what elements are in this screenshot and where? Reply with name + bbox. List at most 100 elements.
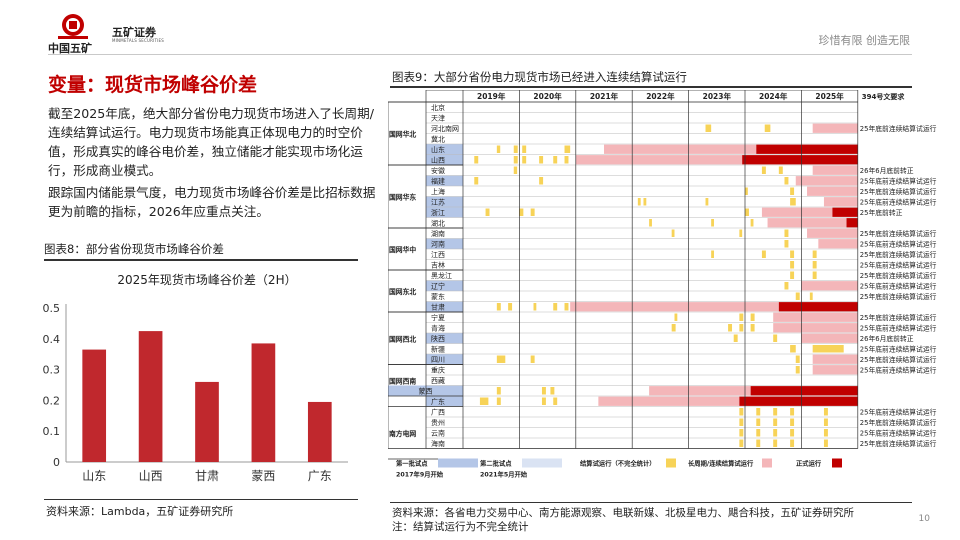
y-tick-label: 0.3 xyxy=(43,364,61,377)
timeline-segment-陕西 xyxy=(801,333,858,343)
timeline-segment-江西 xyxy=(761,250,766,258)
timeline-segment-新疆 xyxy=(790,345,796,353)
row-note: 25年底前连续结算试运行 xyxy=(860,240,937,249)
timeline-segment-四川 xyxy=(530,355,535,363)
legend-sublabel: 2017年9月开始 xyxy=(396,470,444,479)
row-note: 25年底前连续结算试运行 xyxy=(860,418,937,427)
row-note: 25年底前连续结算试运行 xyxy=(860,355,937,364)
timeline-segment-广东 xyxy=(739,396,858,406)
brand-firm-name: 五矿证券 xyxy=(112,26,156,39)
province-label: 青海 xyxy=(431,324,445,333)
timeline-segment-福建 xyxy=(474,177,479,185)
row-note: 25年底前连续结算试运行 xyxy=(860,292,937,301)
timeline-segment-青海 xyxy=(671,324,676,332)
timeline-segment-江苏 xyxy=(705,198,709,206)
timeline-segment-山西 xyxy=(553,156,558,164)
timeline-segment-蒙西 xyxy=(750,386,858,396)
row-highlight xyxy=(426,301,463,312)
timeline-segment-江苏 xyxy=(643,198,647,206)
province-label: 贵州 xyxy=(431,418,445,427)
body-text: 截至2025年底，绝大部分省份电力现货市场进入了长周期/连续结算试运行。电力现货… xyxy=(48,104,378,224)
x-tick-label: 广东 xyxy=(308,469,332,483)
brand-group-name: 中国五矿 xyxy=(48,42,92,55)
province-label: 蒙东 xyxy=(431,292,445,301)
timeline-segment-山西 xyxy=(564,156,569,164)
province-label: 江苏 xyxy=(431,198,445,207)
row-note: 25年底前连续结算试运行 xyxy=(860,429,937,438)
row-highlight xyxy=(426,175,463,186)
timeline-segment-山东 xyxy=(496,145,501,153)
x-tick-label: 蒙西 xyxy=(251,469,275,483)
timeline-segment-云南 xyxy=(773,429,778,437)
province-label: 河北南网 xyxy=(431,124,459,133)
timeline-segment-吉林 xyxy=(812,261,817,269)
province-label: 辽宁 xyxy=(431,282,445,291)
timeline-segment-青海 xyxy=(773,323,858,333)
row-note: 25年底前连续结算试运行 xyxy=(860,198,937,207)
slogan: 珍惜有限 创造无限 xyxy=(818,34,911,47)
timeline-segment-甘肃 xyxy=(508,303,513,311)
timeline-segment-上海 xyxy=(745,187,748,195)
legend-swatch-batch2 xyxy=(522,458,562,468)
timeline-segment-河南 xyxy=(818,239,858,249)
timeline-segment-广东 xyxy=(479,397,489,405)
timeline-segment-海南 xyxy=(756,439,761,447)
timeline-segment-蒙东 xyxy=(809,292,813,300)
legend-swatch-yellow xyxy=(666,458,676,468)
timeline-segment-广东 xyxy=(496,397,501,405)
timeline-segment-贵州 xyxy=(773,418,778,426)
timeline-segment-山西 xyxy=(539,156,544,164)
province-label: 广东 xyxy=(431,397,445,406)
note-right: 注：结算试运行为不完全统计 xyxy=(392,521,529,533)
timeline-segment-贵州 xyxy=(756,418,761,426)
timeline-segment-山西 xyxy=(474,156,479,164)
row-highlight xyxy=(426,238,463,249)
timeline-segment-广东 xyxy=(553,397,558,405)
timeline-segment-山东 xyxy=(564,145,571,153)
row-note: 26年6月底前转正 xyxy=(860,334,914,343)
group-label: 国网西北 xyxy=(389,334,416,343)
timeline-segment-宁夏 xyxy=(739,313,744,321)
province-label: 四川 xyxy=(431,356,445,364)
timeline-segment-蒙东 xyxy=(795,292,800,300)
group-label: 国网西南 xyxy=(389,376,416,385)
source-right: 资料来源：各省电力交易中心、南方能源观察、电联新媒、北极星电力、飓合科技，五矿证… xyxy=(392,507,854,519)
row-highlight xyxy=(426,280,463,291)
timeline-segment-福建 xyxy=(784,177,789,185)
row-note: 25年底前连续结算试运行 xyxy=(860,324,937,333)
timeline-segment-湖北 xyxy=(711,219,714,227)
province-label: 海南 xyxy=(431,439,445,448)
timeline-segment-辽宁 xyxy=(801,281,858,291)
timeline-segment-海南 xyxy=(773,439,778,447)
province-label: 重庆 xyxy=(431,366,445,375)
timeline-segment-湖北 xyxy=(649,219,652,227)
timeline-segment-安徽 xyxy=(812,165,858,175)
note-column-header: 394号文要求 xyxy=(862,92,906,101)
row-note: 25年底前连续结算试运行 xyxy=(860,124,937,133)
chart-title: 2025年现货市场峰谷价差（2H） xyxy=(117,272,296,287)
timeline-segment-甘肃 xyxy=(496,303,501,311)
body-paragraph: 跟踪国内储能景气度，电力现货市场峰谷价差是比招标数据更为前瞻的指标，2026年应… xyxy=(48,185,376,219)
row-note: 25年底前连续结算试运行 xyxy=(860,177,937,186)
x-tick-label: 山西 xyxy=(139,469,163,483)
province-label: 宁夏 xyxy=(431,313,445,322)
timeline-segment-四川 xyxy=(812,354,858,364)
row-highlight xyxy=(388,385,463,396)
legend-label: 第二批试点 xyxy=(480,459,512,468)
province-label: 山西 xyxy=(431,156,445,165)
y-tick-label: 0.1 xyxy=(43,425,61,438)
year-header: 2024年 xyxy=(759,91,788,101)
timeline-segment-江苏 xyxy=(637,198,641,206)
timeline-segment-黑龙江 xyxy=(790,271,795,279)
row-note: 25年底前连续结算试运行 xyxy=(860,261,937,270)
minmetals-logo-icon xyxy=(58,14,88,39)
timeline-segment-甘肃 xyxy=(778,302,858,312)
timeline-segment-湖南 xyxy=(807,228,858,238)
timeline-segment-湖北 xyxy=(767,218,847,228)
province-label: 江西 xyxy=(431,251,445,259)
province-label: 北京 xyxy=(431,103,445,112)
year-header: 2019年 xyxy=(477,91,506,101)
row-highlight xyxy=(426,196,463,207)
timeline-segment-重庆 xyxy=(812,365,858,375)
legend-swatch-batch1 xyxy=(438,458,478,468)
